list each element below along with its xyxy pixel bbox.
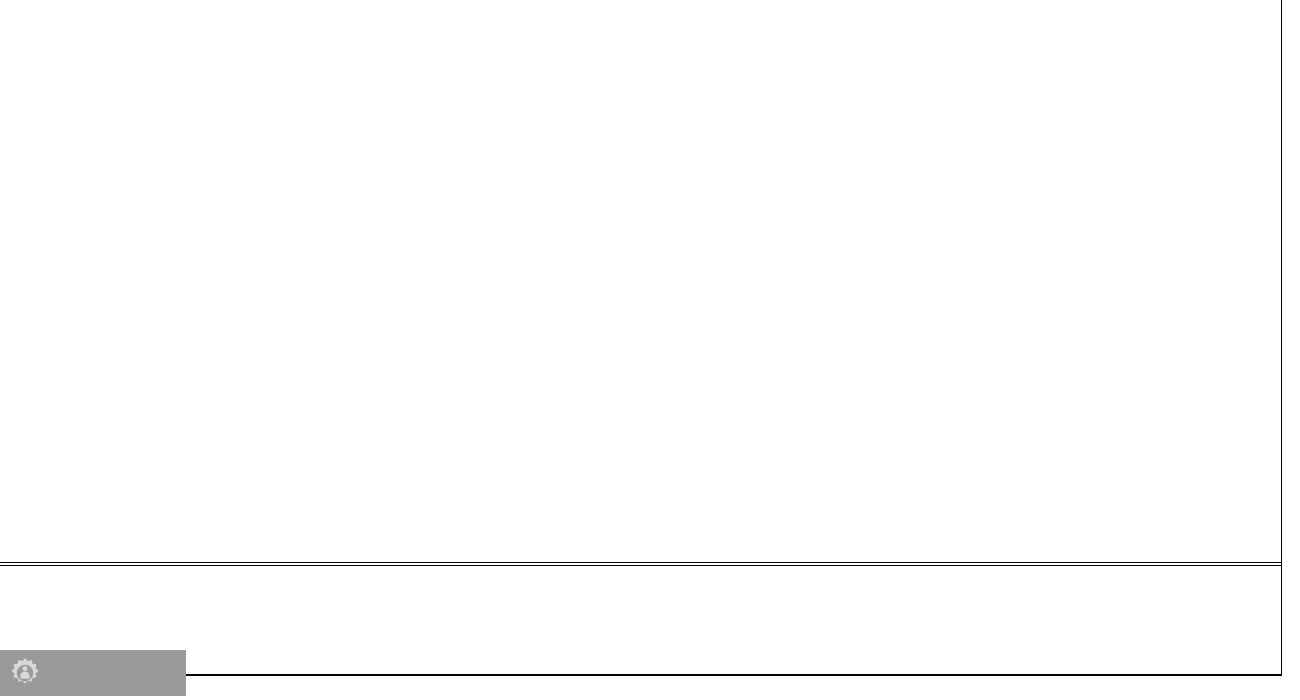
instaforex-mark-icon <box>8 656 42 690</box>
macd-indicator-pane[interactable] <box>0 565 1282 675</box>
price-chart-pane[interactable] <box>0 0 1282 563</box>
instaforex-logo <box>8 652 49 694</box>
axis-separator-vertical <box>1281 0 1282 676</box>
macd-indicator-canvas <box>0 566 1282 676</box>
price-chart-canvas <box>0 0 1282 563</box>
axis-separator-horizontal <box>0 675 1282 676</box>
